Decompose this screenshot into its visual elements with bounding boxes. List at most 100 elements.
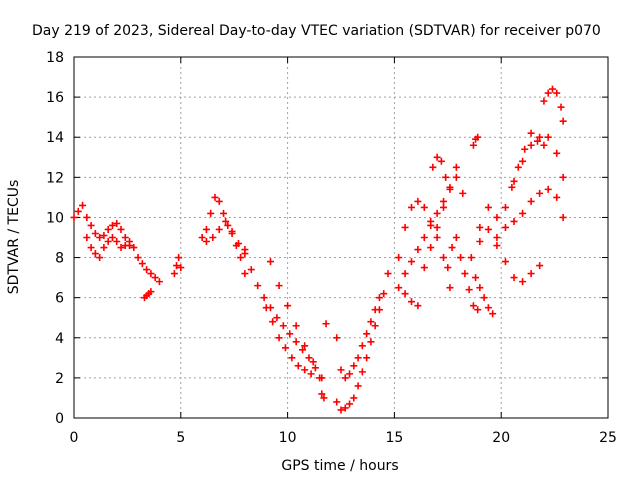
data-point	[173, 262, 181, 270]
data-point	[337, 366, 345, 374]
data-point	[113, 219, 121, 227]
data-point	[91, 250, 99, 258]
data-point	[138, 260, 146, 268]
data-point	[117, 244, 125, 252]
data-point	[220, 209, 228, 217]
data-point	[493, 234, 501, 241]
data-point	[322, 320, 330, 328]
data-point	[433, 153, 441, 161]
series-arc-20	[467, 225, 544, 286]
y-tick-label: 8	[55, 251, 64, 267]
data-points	[70, 85, 567, 414]
series-arc-23	[508, 129, 548, 191]
data-point	[461, 270, 469, 278]
series-arc-17	[444, 234, 482, 314]
data-point	[407, 258, 415, 266]
data-point	[215, 197, 223, 205]
series-arc-9	[267, 258, 317, 366]
data-point	[134, 254, 142, 262]
data-point	[440, 203, 448, 211]
data-point	[527, 129, 535, 137]
series-arc-3	[140, 288, 155, 302]
data-point	[553, 193, 561, 201]
axis-ticks: 0 5 10 15 20 25 0 2 4 6 8 10 12 14 16 18	[46, 50, 617, 446]
data-point	[371, 306, 379, 314]
data-point	[341, 404, 349, 412]
data-point	[433, 209, 441, 217]
data-point	[559, 173, 567, 181]
data-point	[527, 270, 535, 278]
data-point	[414, 197, 422, 205]
data-point	[87, 244, 95, 252]
data-point	[311, 364, 319, 372]
data-point	[358, 368, 366, 376]
data-point	[241, 270, 249, 278]
data-point	[544, 133, 552, 141]
y-tick-label: 16	[46, 90, 64, 106]
data-point	[228, 227, 236, 235]
data-point	[437, 157, 445, 165]
data-point	[207, 209, 215, 217]
data-point	[465, 286, 473, 294]
data-point	[234, 240, 242, 248]
data-point	[108, 221, 116, 229]
data-point	[472, 274, 480, 282]
data-point	[407, 298, 415, 306]
data-point	[301, 342, 309, 350]
data-point	[527, 141, 535, 149]
data-point	[514, 163, 522, 171]
data-point	[476, 238, 484, 246]
data-point	[501, 258, 509, 266]
data-point	[540, 141, 548, 149]
y-tick-label: 18	[46, 50, 64, 66]
data-point	[292, 338, 300, 346]
data-point	[346, 370, 354, 378]
data-point	[104, 225, 112, 233]
data-point	[536, 133, 544, 141]
data-point	[262, 304, 270, 312]
data-point	[354, 354, 362, 362]
data-point	[104, 238, 112, 246]
plot-frame	[73, 56, 609, 419]
y-tick-label: 4	[55, 331, 64, 347]
data-point	[96, 234, 104, 241]
data-point	[395, 254, 403, 262]
series-arc-22	[493, 133, 567, 241]
data-point	[79, 201, 87, 209]
data-point	[559, 213, 567, 221]
chart-title: Day 219 of 2023, Sidereal Day-to-day VTE…	[32, 23, 601, 39]
data-point	[269, 318, 277, 326]
data-point	[367, 338, 375, 346]
data-point	[117, 225, 125, 233]
x-tick-label: 5	[176, 430, 185, 446]
data-point	[91, 229, 99, 237]
data-point	[380, 290, 388, 298]
data-point	[395, 284, 403, 292]
data-point	[401, 270, 409, 278]
data-point	[121, 242, 129, 250]
data-point	[401, 223, 409, 231]
data-point	[254, 282, 262, 290]
data-point	[83, 234, 91, 241]
data-point	[316, 374, 324, 382]
series-arc-10	[316, 320, 330, 402]
y-tick-label: 2	[55, 371, 64, 387]
data-point	[281, 344, 289, 352]
data-point	[350, 394, 358, 402]
data-point	[433, 223, 441, 231]
data-point	[448, 244, 456, 252]
data-point	[427, 221, 435, 229]
data-point	[209, 234, 217, 241]
data-point	[237, 254, 245, 262]
data-point	[375, 294, 383, 302]
data-point	[420, 234, 428, 241]
data-point	[489, 310, 497, 318]
data-point	[553, 149, 561, 157]
data-point	[367, 318, 375, 326]
data-point	[288, 354, 296, 362]
y-tick-label: 10	[46, 210, 64, 226]
data-point	[284, 302, 292, 310]
series-arc-7	[241, 246, 326, 382]
data-point	[484, 304, 492, 312]
data-point	[147, 270, 155, 278]
